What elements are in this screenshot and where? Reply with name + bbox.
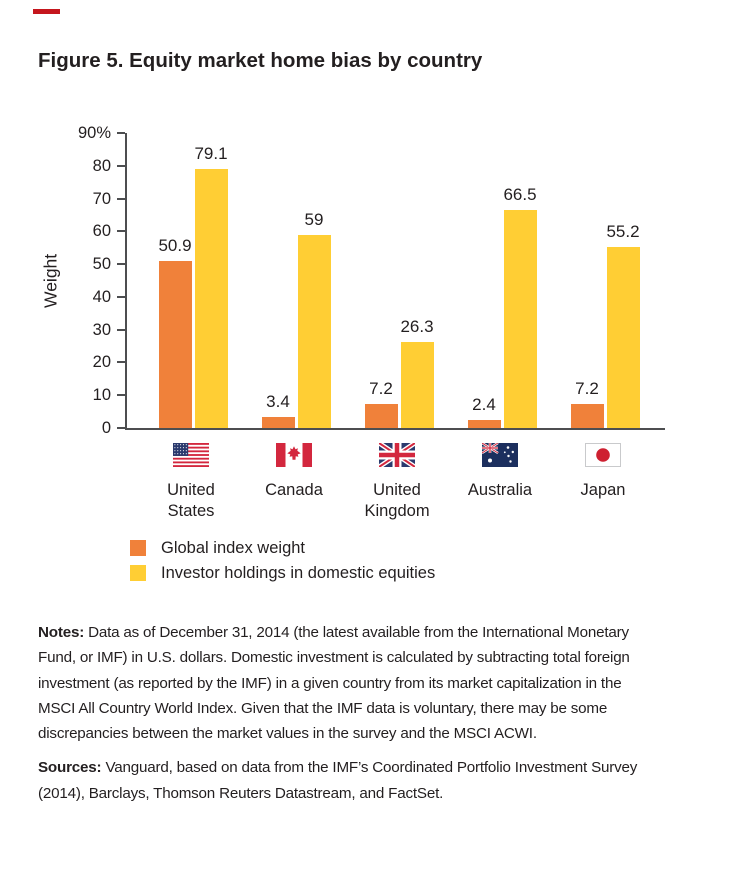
uk-flag-icon xyxy=(377,441,417,469)
notes-text: Data as of December 31, 2014 (the latest… xyxy=(38,624,630,743)
figure-title: Figure 5. Equity market home bias by cou… xyxy=(38,49,483,72)
y-axis-tick-label: 10 xyxy=(92,386,111,405)
bar-investor-holdings-in-domestic-equities-japan xyxy=(606,247,640,428)
category-canada: Canada xyxy=(239,443,349,501)
y-axis-tick-label: 70 xyxy=(92,189,111,208)
notes-label: Notes: xyxy=(38,624,85,641)
bar-value-label: 59 xyxy=(304,209,324,229)
y-axis-tick xyxy=(117,263,125,266)
country-label: Japan xyxy=(580,481,626,499)
brand-red-rule xyxy=(33,9,60,14)
y-axis-tick xyxy=(117,197,125,200)
country-label: Canada xyxy=(265,481,323,499)
bar-global-index-weight-australia xyxy=(467,420,501,428)
y-axis-tick-label: 20 xyxy=(92,353,111,372)
legend-item: Global index weight xyxy=(130,540,435,556)
bar-value-label: 2.4 xyxy=(472,395,496,415)
footnotes: Notes: Data as of December 31, 2014 (the… xyxy=(38,620,650,815)
y-axis-tick-label: 50 xyxy=(92,255,111,274)
bar-value-label: 55.2 xyxy=(606,222,640,242)
y-axis-tick-label: 40 xyxy=(92,287,111,306)
bar-value-label: 3.4 xyxy=(266,391,290,411)
australia-flag-icon xyxy=(481,441,518,467)
sources-text: Vanguard, based on data from the IMF’s C… xyxy=(38,759,638,802)
legend: Global index weight Investor holdings in … xyxy=(130,540,435,590)
bar-value-label: 50.9 xyxy=(158,236,192,256)
country-label: Australia xyxy=(467,481,533,499)
y-axis-tick-label: 30 xyxy=(92,320,111,339)
y-axis-tick xyxy=(117,361,125,364)
bar-investor-holdings-in-domestic-equities-united-states xyxy=(194,168,228,428)
bar-investor-holdings-in-domestic-equities-united-kingdom xyxy=(400,341,434,428)
y-axis-tick-label: 60 xyxy=(92,222,111,241)
y-axis-tick xyxy=(117,230,125,233)
category-united-kingdom: United Kingdom xyxy=(342,441,452,522)
category-united-states: United States xyxy=(136,443,246,522)
plot-area: 0 10 20 30 40 50 60 70 80 90% 50.9 3.4 7.2 2.4 7.2 79.1… xyxy=(78,124,665,437)
legend-item: Investor holdings in domestic equities xyxy=(130,565,435,581)
notes-paragraph: Notes: Data as of December 31, 2014 (the… xyxy=(38,620,650,746)
legend-swatch xyxy=(130,565,146,581)
bar-investor-holdings-in-domestic-equities-australia xyxy=(503,210,537,428)
y-axis-tick-label: 0 xyxy=(101,419,111,437)
legend-label: Global index weight xyxy=(161,539,306,557)
bar-value-label: 7.2 xyxy=(369,379,393,399)
y-axis-tick-label: 80 xyxy=(92,156,111,175)
bar-global-index-weight-united-states xyxy=(158,261,192,428)
y-axis-label: Weight xyxy=(40,253,61,308)
bar-global-index-weight-united-kingdom xyxy=(364,404,398,428)
y-axis-tick-label: 90% xyxy=(77,124,111,142)
y-axis-tick xyxy=(117,295,125,298)
bar-global-index-weight-japan xyxy=(570,404,604,428)
bar-global-index-weight-canada xyxy=(261,416,295,428)
category-australia: Australia xyxy=(445,441,555,501)
category-japan: Japan xyxy=(548,443,658,501)
country-label: United States xyxy=(167,481,215,520)
x-axis-categories: United States Canada United Kingdom Australia… xyxy=(125,441,663,533)
us-flag-icon xyxy=(173,443,209,467)
legend-swatch xyxy=(130,540,146,556)
japan-flag-icon xyxy=(585,443,621,467)
y-axis-tick xyxy=(117,328,125,331)
sources-paragraph: Sources: Vanguard, based on data from th… xyxy=(38,755,650,806)
canada-flag-icon xyxy=(276,443,312,467)
bar-value-label: 7.2 xyxy=(575,379,599,399)
y-axis-tick xyxy=(117,164,125,167)
y-axis-tick xyxy=(117,394,125,397)
bar-value-label: 26.3 xyxy=(400,316,434,336)
legend-label: Investor holdings in domestic equities xyxy=(161,564,436,582)
country-label: United Kingdom xyxy=(364,481,430,520)
y-axis-tick xyxy=(117,427,125,429)
sources-label: Sources: xyxy=(38,759,102,777)
bar-investor-holdings-in-domestic-equities-canada xyxy=(297,234,331,428)
bar-value-label: 79.1 xyxy=(194,143,228,163)
y-axis-tick xyxy=(117,132,125,134)
bar-value-label: 66.5 xyxy=(503,185,537,205)
